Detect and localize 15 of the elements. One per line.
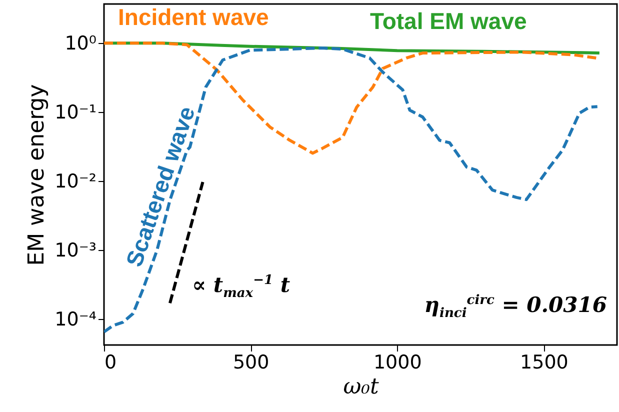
y-tick-label: 10⁻²	[54, 170, 96, 193]
note-text: ∝ t$_{max}$$^{−1}$ t	[192, 272, 290, 302]
x-tick-label: 0	[104, 352, 117, 374]
x-tick-label: 1500	[520, 352, 568, 374]
y-tick-label: 10⁻³	[54, 240, 96, 262]
x-tick-label: 500	[232, 352, 270, 374]
y-axis-title: EM wave energy	[24, 84, 50, 266]
y-tick-label: 10⁻¹	[54, 102, 96, 124]
x-tick-label: 1000	[373, 352, 422, 374]
note-text: η$_{inci}$$^{circ}$ = 0.0316	[424, 292, 607, 322]
y-tick-label: 10⁻⁴	[54, 308, 97, 331]
series-label: Incident wave	[118, 4, 269, 30]
y-tick-label: 10⁰	[64, 32, 96, 55]
series-label: Total EM wave	[370, 8, 527, 34]
x-axis-title: ω₀t	[343, 374, 379, 400]
